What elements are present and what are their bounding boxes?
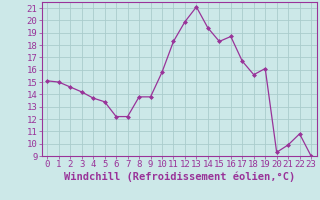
X-axis label: Windchill (Refroidissement éolien,°C): Windchill (Refroidissement éolien,°C) bbox=[64, 172, 295, 182]
